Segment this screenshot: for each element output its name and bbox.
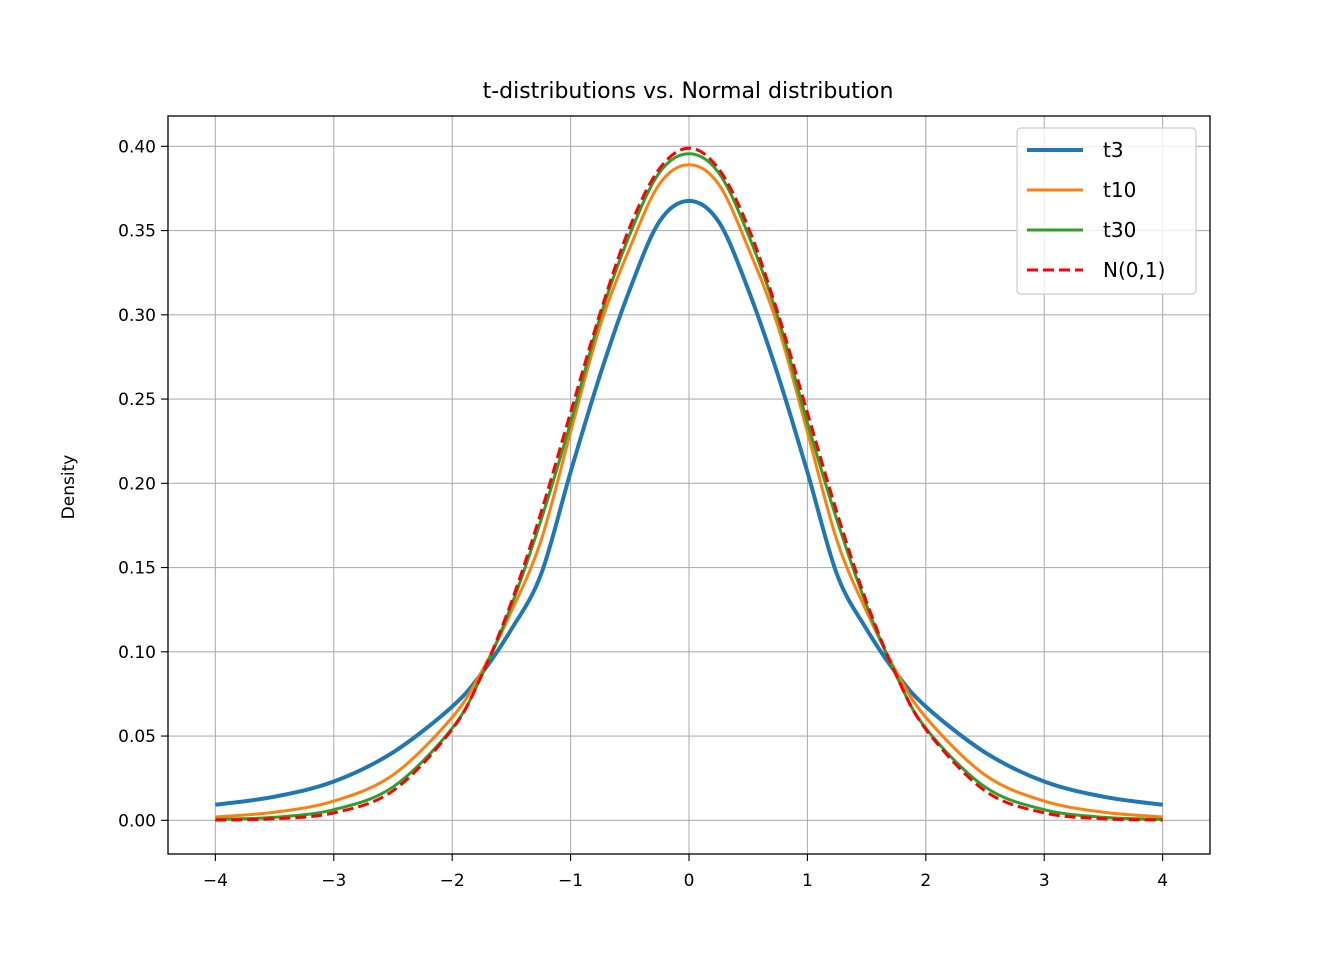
x-tick-label: 2 <box>920 871 931 891</box>
y-tick-label: 0.05 <box>118 727 156 747</box>
x-tick-label: 1 <box>802 871 813 891</box>
x-tick-label: 4 <box>1157 871 1168 891</box>
legend-label: t3 <box>1103 138 1124 162</box>
series-line-n01 <box>215 146 1163 822</box>
y-tick-label: 0.00 <box>118 811 156 831</box>
x-tick-label: 0 <box>684 871 695 891</box>
y-tick-label: 0.40 <box>118 137 156 157</box>
legend: t3 t10 t30 N(0,1) <box>1016 127 1197 295</box>
legend-label: N(0,1) <box>1103 258 1165 282</box>
series-lines <box>215 146 1163 822</box>
series-line-t3 <box>215 198 1163 807</box>
legend-label: t10 <box>1103 178 1136 202</box>
series-line-t10 <box>215 163 1163 819</box>
legend-box <box>1016 127 1197 295</box>
y-tick-label: 0.30 <box>118 306 156 326</box>
y-tick-label: 0.10 <box>118 643 156 663</box>
x-tick-label: −3 <box>321 871 346 891</box>
y-tick-label: 0.15 <box>118 559 156 579</box>
x-tick-label: −2 <box>440 871 465 891</box>
chart-title: t-distributions vs. Normal distribution <box>483 79 894 104</box>
y-tick-label: 0.25 <box>118 390 156 410</box>
y-tick-label: 0.20 <box>118 474 156 494</box>
x-tick-label: 3 <box>1039 871 1050 891</box>
y-axis-label: Density <box>59 455 79 520</box>
legend-label: t30 <box>1103 218 1136 242</box>
x-tick-label: −4 <box>203 871 228 891</box>
x-tick-label: −1 <box>558 871 583 891</box>
y-tick-label: 0.35 <box>118 222 156 242</box>
ticks: −4 −3 −2 −1 0 1 2 3 4 0.00 0.05 0.10 0.15 0.20 0.25 0.3… <box>118 137 1168 891</box>
